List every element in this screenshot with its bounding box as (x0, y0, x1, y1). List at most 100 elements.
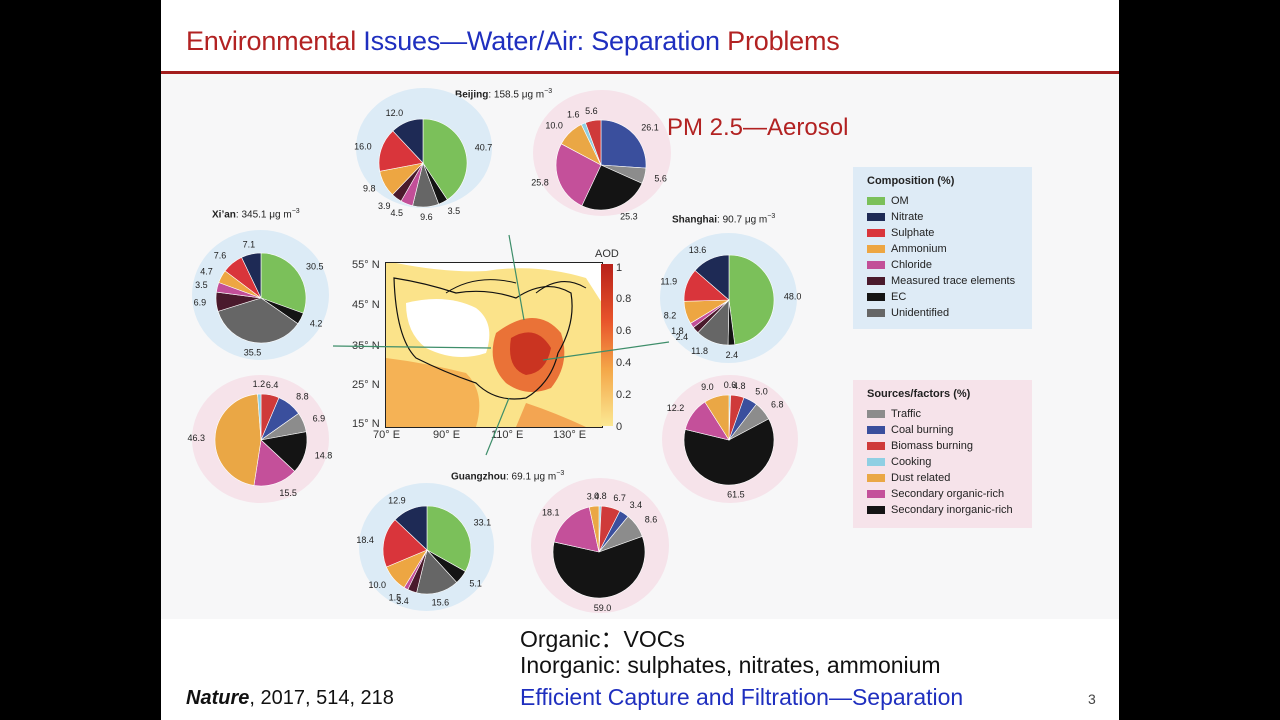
pie-value-label: 9.8 (363, 184, 376, 194)
legend-item-cooking: Cooking (867, 454, 1032, 470)
legend-swatch (867, 490, 885, 498)
legend-label: Cooking (891, 456, 932, 468)
pie-value-label: 13.6 (689, 245, 707, 255)
colorbar-tick: 0.6 (616, 325, 632, 337)
pie-value-label: 25.8 (531, 177, 549, 187)
legend-label: EC (891, 291, 907, 303)
lon-tick: 130° E (553, 429, 587, 441)
legend-label: Nitrate (891, 211, 924, 223)
pie-guangzhou-composition: 33.1 5.1 15.6 3.41.510.0 18.4 12.9 (356, 495, 491, 607)
lat-tick: 25° N (352, 379, 380, 391)
pie-slice-dust (214, 393, 262, 486)
legend-label: Chloride (891, 259, 932, 271)
pie-value-label: 3.5 (195, 280, 208, 290)
legend-item-biomass: Biomass burning (867, 438, 1032, 454)
legend-swatch (867, 229, 885, 237)
pie-value-label: 6.9 (194, 298, 207, 308)
pie-value-label: 48.0 (784, 291, 802, 301)
lon-tick: 70° E (373, 429, 401, 441)
pie-value-label: 5.6 (654, 173, 667, 183)
citation: Nature, 2017, 514, 218 (186, 687, 394, 709)
page-number: 3 (1088, 691, 1096, 707)
pie-beijing-composition: 40.7 3.5 9.6 4.53.99.8 16.0 12.0 (354, 108, 493, 222)
pie-slice-cooking (257, 393, 262, 441)
lat-tick: 15° N (352, 418, 380, 430)
pie-slice-om (728, 254, 775, 345)
legend-label: Sulphate (891, 227, 935, 239)
legend-swatch (867, 293, 885, 301)
pie-slice-sec_inorganic (581, 164, 643, 211)
legend-item-trace: Measured trace elements (867, 273, 1032, 289)
pie-value-label: 59.0 (594, 603, 612, 613)
pie-value-label: 8.2 (664, 311, 677, 321)
pie-value-label: 1.2 (253, 379, 266, 389)
pie-value-label: 12.9 (388, 495, 406, 505)
pie-value-label: 1.5 (389, 592, 402, 602)
pie-value-label: 2.4 (726, 350, 739, 360)
pie-value-label: 6.7 (613, 493, 626, 503)
separation-line: Efficient Capture and Filtration—Separat… (520, 684, 964, 710)
pie-value-label: 16.0 (354, 141, 372, 151)
title-part-1: Environmental (186, 26, 364, 56)
legend-sources-title: Sources/factors (%) (867, 388, 971, 400)
inorganic-line: Inorganic: sulphates, nitrates, ammonium (520, 652, 941, 678)
legend-swatch (867, 426, 885, 434)
pie-slice-om (426, 505, 472, 572)
legend-composition-title: Composition (%) (867, 175, 955, 187)
pie-slice-sec_inorganic (683, 418, 775, 486)
colorbar-title: AOD (595, 248, 619, 260)
pie-value-label: 3.9 (378, 201, 391, 211)
pie-value-label: 11.9 (660, 276, 677, 286)
legend-composition: Composition (%) OM Nitrate Sulphate Ammoniu… (853, 167, 1032, 329)
pie-value-label: 12.2 (667, 403, 685, 413)
pie-value-label: 0.6 (724, 380, 737, 390)
pie-value-label: 7.6 (214, 250, 227, 260)
pm-label: PM 2.5—Aerosol (667, 114, 849, 141)
pie-slice-coal (600, 119, 647, 169)
pie-shanghai-sources: 0.64.8 5.06.8 61.5 12.2 9.0 (667, 380, 784, 500)
pie-value-label: 0.8 (594, 491, 607, 501)
legend-swatch (867, 197, 885, 205)
pie-value-label: 18.4 (356, 535, 374, 545)
pie-slice-nitrate (694, 254, 730, 301)
legend-label: Measured trace elements (891, 275, 1016, 287)
pie-value-label: 5.0 (755, 387, 768, 397)
aod-map-graphic (386, 263, 602, 427)
legend-label: Secondary inorganic-rich (891, 504, 1013, 516)
legend-label: Traffic (891, 408, 921, 420)
pie-value-label: 14.8 (315, 451, 333, 461)
title-part-2: Issues—Water/Air: (363, 26, 592, 56)
legend-label: Coal burning (891, 424, 954, 436)
pie-slice-dust (588, 505, 600, 553)
pie-value-label: 40.7 (475, 142, 493, 152)
pie-value-label: 9.6 (420, 212, 433, 222)
city-label-beijing: Beijing: 158.5 μg m−3 (455, 88, 553, 101)
legend-swatch (867, 277, 885, 285)
pie-value-label: 25.3 (620, 212, 638, 222)
pie-slice-sulphate (378, 130, 424, 172)
legend-swatch (867, 474, 885, 482)
legend-item-dust: Dust related (867, 470, 1032, 486)
slide-title: Environmental Issues—Water/Air: Separati… (186, 26, 840, 57)
pie-value-label: 8.8 (296, 391, 309, 401)
pie-value-label: 3.4 (396, 596, 409, 606)
pie-slice-nitrate (394, 505, 428, 551)
slide: Environmental Issues—Water/Air: Separati… (161, 0, 1119, 720)
pie-shanghai-composition: 48.02.411.82.41.88.211.913.6 (660, 245, 802, 360)
pie-slice-dust (704, 394, 730, 442)
pie-slice-om (260, 252, 307, 314)
pie-guangzhou-sources: 0.8 6.73.48.659.018.13.4 (542, 491, 657, 613)
pie-value-label: 5.6 (585, 106, 598, 116)
pie-value-label: 5.1 (469, 578, 482, 588)
pie-value-label: 6.9 (313, 413, 326, 423)
pie-value-label: 7.1 (243, 239, 256, 249)
legend-swatch (867, 309, 885, 317)
legend-label: Ammonium (891, 243, 947, 255)
lat-tick: 45° N (352, 299, 380, 311)
legend-label: Biomass burning (891, 440, 973, 452)
legend-swatch (867, 410, 885, 418)
legend-label: Unidentified (891, 307, 950, 319)
pie-value-label: 4.2 (310, 318, 323, 328)
colorbar-tick: 0 (616, 421, 623, 433)
pie-slice-nitrate (392, 118, 424, 164)
